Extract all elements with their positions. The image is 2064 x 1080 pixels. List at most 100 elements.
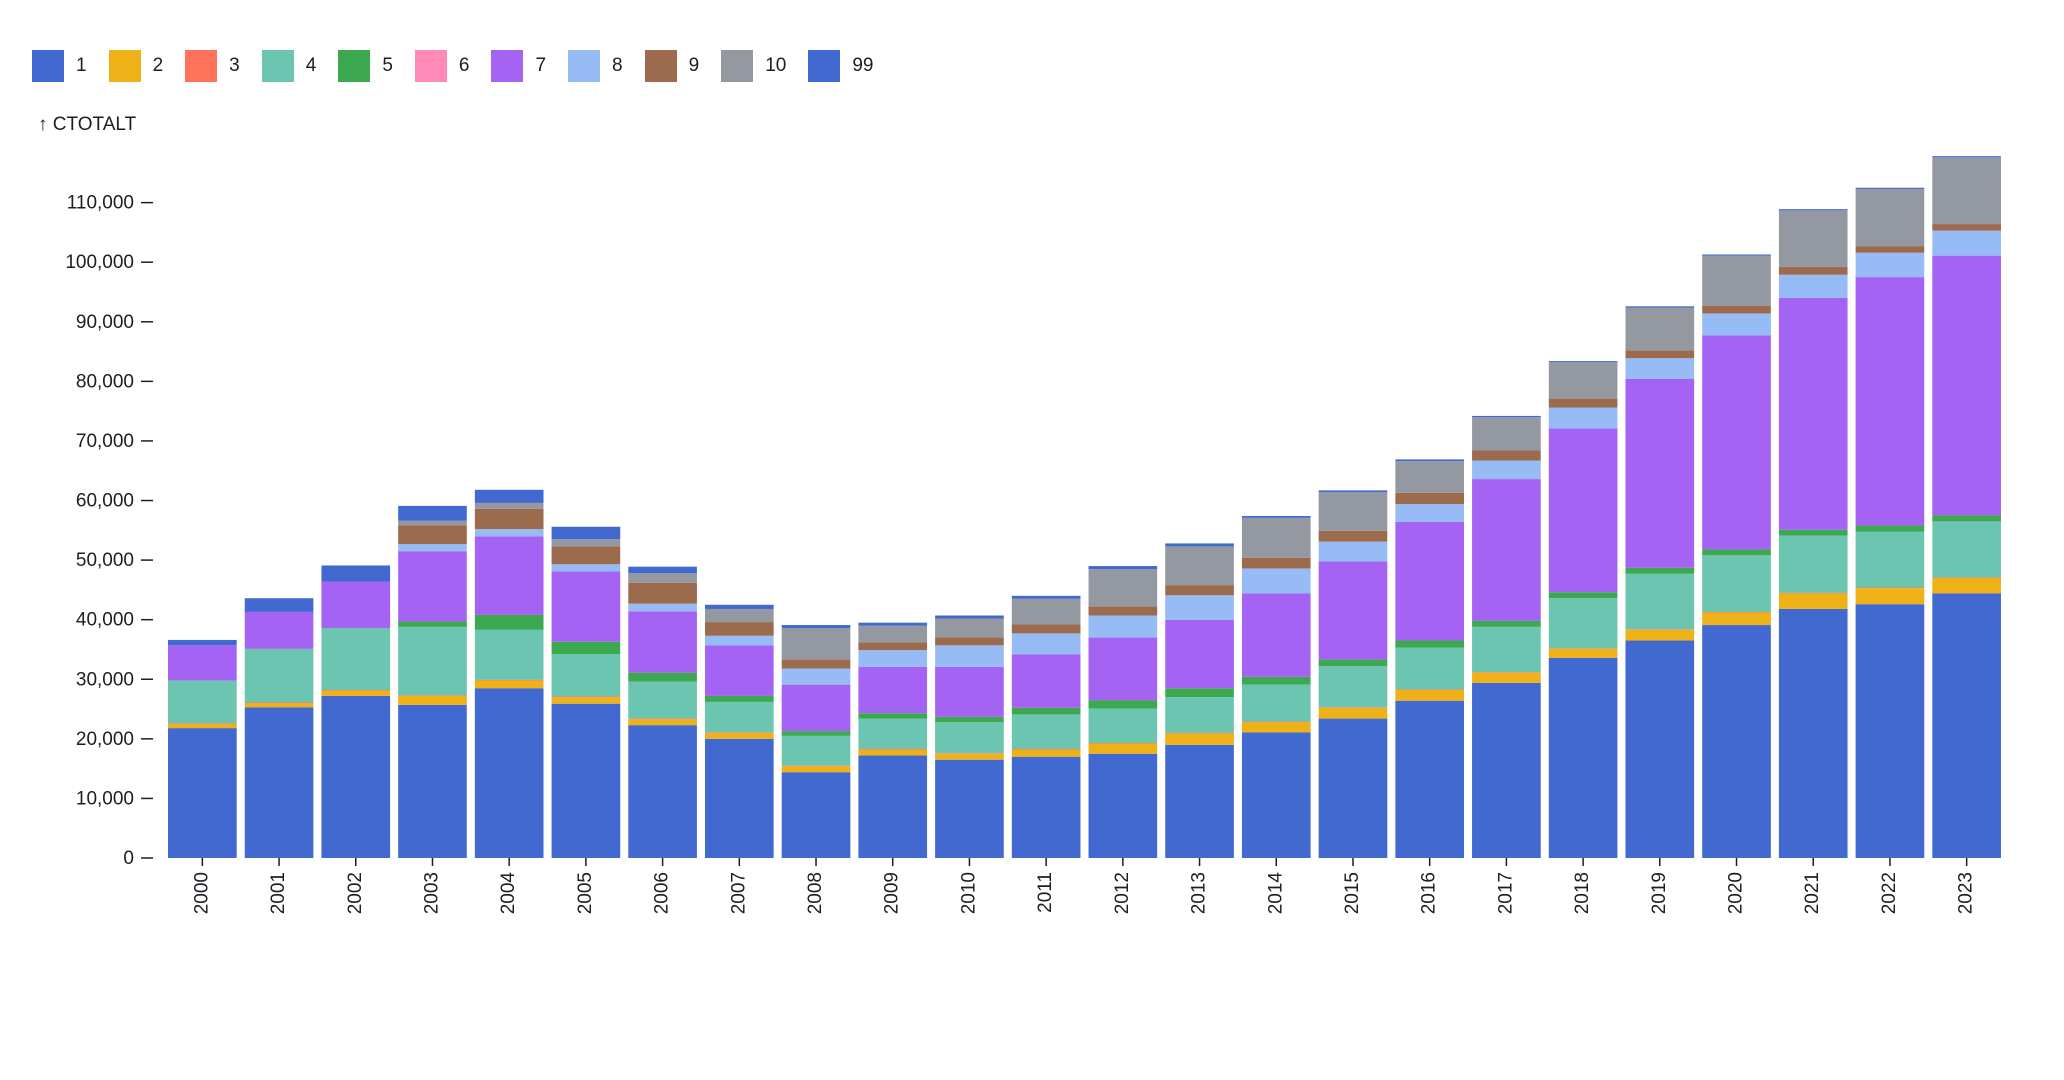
bar-segment-7-2010[interactable]: [935, 666, 1004, 717]
bar-segment-99-2015[interactable]: [1318, 490, 1388, 493]
bar-segment-4-2005[interactable]: [551, 654, 621, 697]
bar-segment-4-2010[interactable]: [935, 722, 1004, 754]
bar-segment-3-2022[interactable]: [1855, 587, 1925, 589]
bar-segment-3-2001[interactable]: [244, 702, 314, 704]
bar-segment-10-2018[interactable]: [1548, 362, 1618, 399]
bar-segment-99-2001[interactable]: [244, 598, 314, 612]
bar-segment-5-2014[interactable]: [1241, 676, 1311, 685]
bar-segment-1-2023[interactable]: [1932, 593, 2001, 858]
bar-segment-7-2016[interactable]: [1395, 521, 1465, 641]
bar-segment-5-2007[interactable]: [704, 695, 774, 702]
bar-segment-1-2022[interactable]: [1855, 604, 1925, 858]
bar-segment-5-2022[interactable]: [1855, 525, 1925, 532]
bar-segment-8-2010[interactable]: [935, 645, 1004, 667]
bar-segment-3-2023[interactable]: [1932, 577, 2001, 578]
bar-segment-8-2015[interactable]: [1318, 541, 1388, 562]
bar-segment-99-2018[interactable]: [1548, 361, 1618, 363]
bar-segment-9-2008[interactable]: [781, 659, 851, 669]
bar-segment-4-2001[interactable]: [244, 648, 314, 703]
bar-segment-5-2011[interactable]: [1011, 707, 1081, 715]
bar-segment-8-2004[interactable]: [474, 529, 544, 537]
bar-segment-99-2004[interactable]: [474, 489, 544, 503]
bar-segment-9-2018[interactable]: [1548, 398, 1618, 408]
bar-segment-99-2017[interactable]: [1472, 415, 1541, 418]
bar-segment-7-2000[interactable]: [168, 645, 237, 681]
bar-segment-4-2003[interactable]: [398, 626, 467, 696]
bar-segment-4-2002[interactable]: [321, 628, 391, 690]
bar-segment-99-2002[interactable]: [321, 565, 391, 582]
bar-segment-5-2019[interactable]: [1625, 567, 1695, 574]
bar-segment-4-2014[interactable]: [1241, 684, 1311, 722]
bar-segment-9-2005[interactable]: [551, 546, 621, 565]
bar-segment-9-2010[interactable]: [935, 637, 1004, 646]
bar-segment-9-2022[interactable]: [1855, 246, 1925, 253]
bar-segment-9-2017[interactable]: [1472, 450, 1541, 461]
bar-segment-9-2003[interactable]: [398, 525, 467, 545]
bar-segment-8-2019[interactable]: [1625, 358, 1695, 379]
bar-segment-3-2017[interactable]: [1472, 672, 1541, 673]
bar-segment-4-2017[interactable]: [1472, 626, 1541, 673]
bar-segment-5-2023[interactable]: [1932, 515, 2001, 522]
bar-segment-3-2009[interactable]: [858, 748, 928, 750]
bar-segment-10-2010[interactable]: [935, 618, 1004, 638]
bar-segment-10-2013[interactable]: [1165, 546, 1234, 586]
bar-segment-4-2019[interactable]: [1625, 573, 1695, 630]
bar-segment-2-2020[interactable]: [1702, 612, 1771, 626]
bar-segment-1-2011[interactable]: [1011, 756, 1081, 858]
bar-segment-10-2019[interactable]: [1625, 307, 1695, 351]
bar-segment-3-2019[interactable]: [1625, 629, 1695, 630]
bar-segment-7-2022[interactable]: [1855, 277, 1925, 526]
bar-segment-4-2018[interactable]: [1548, 598, 1618, 649]
bar-segment-5-2005[interactable]: [551, 641, 621, 655]
bar-segment-10-2016[interactable]: [1395, 461, 1465, 493]
bar-segment-1-2021[interactable]: [1778, 608, 1848, 858]
bar-segment-1-2016[interactable]: [1395, 700, 1465, 858]
bar-segment-10-2009[interactable]: [858, 625, 928, 643]
bar-segment-3-2013[interactable]: [1165, 732, 1234, 734]
bar-segment-1-2004[interactable]: [474, 688, 544, 858]
bar-segment-5-2003[interactable]: [398, 621, 467, 627]
bar-segment-8-2003[interactable]: [398, 544, 467, 552]
bar-segment-5-2015[interactable]: [1318, 659, 1388, 667]
bar-segment-3-2016[interactable]: [1395, 689, 1465, 690]
bar-segment-1-2006[interactable]: [628, 725, 697, 858]
bar-segment-2-2008[interactable]: [781, 766, 851, 773]
bar-segment-7-2021[interactable]: [1778, 297, 1848, 530]
bar-segment-2-2001[interactable]: [244, 703, 314, 708]
bar-segment-7-2008[interactable]: [781, 684, 851, 732]
bar-segment-2-2010[interactable]: [935, 753, 1004, 760]
bar-segment-8-2022[interactable]: [1855, 252, 1925, 278]
bar-segment-7-2007[interactable]: [704, 645, 774, 696]
bar-segment-99-2020[interactable]: [1702, 254, 1771, 256]
bar-segment-7-2023[interactable]: [1932, 255, 2001, 516]
bar-segment-3-2005[interactable]: [551, 696, 621, 698]
bar-segment-5-2016[interactable]: [1395, 640, 1465, 648]
bar-segment-2-2013[interactable]: [1165, 733, 1234, 745]
bar-segment-10-2022[interactable]: [1855, 188, 1925, 247]
bar-segment-99-2008[interactable]: [781, 625, 851, 629]
bar-segment-4-2022[interactable]: [1855, 531, 1925, 588]
bar-segment-2-2000[interactable]: [168, 723, 237, 729]
bar-segment-2-2004[interactable]: [474, 680, 544, 689]
bar-segment-4-2004[interactable]: [474, 629, 544, 680]
bar-segment-99-2019[interactable]: [1625, 306, 1695, 308]
bar-segment-4-2006[interactable]: [628, 681, 697, 719]
bar-segment-1-2015[interactable]: [1318, 718, 1388, 858]
bar-segment-9-2009[interactable]: [858, 642, 928, 651]
bar-segment-7-2004[interactable]: [474, 536, 544, 615]
bar-segment-7-2013[interactable]: [1165, 619, 1234, 689]
bar-segment-2-2021[interactable]: [1778, 593, 1848, 609]
bar-segment-9-2019[interactable]: [1625, 350, 1695, 359]
bar-segment-1-2005[interactable]: [551, 703, 621, 858]
bar-segment-4-2011[interactable]: [1011, 714, 1081, 749]
bar-segment-9-2014[interactable]: [1241, 557, 1311, 569]
bar-segment-4-2023[interactable]: [1932, 521, 2001, 578]
bar-segment-2-2011[interactable]: [1011, 749, 1081, 757]
bar-segment-8-2012[interactable]: [1088, 615, 1158, 638]
bar-segment-8-2006[interactable]: [628, 603, 697, 612]
bar-segment-9-2006[interactable]: [628, 582, 697, 604]
bar-segment-3-2015[interactable]: [1318, 707, 1388, 708]
bar-segment-10-2008[interactable]: [781, 628, 851, 660]
bar-segment-3-2004[interactable]: [474, 679, 544, 681]
bar-segment-9-2004[interactable]: [474, 508, 544, 530]
